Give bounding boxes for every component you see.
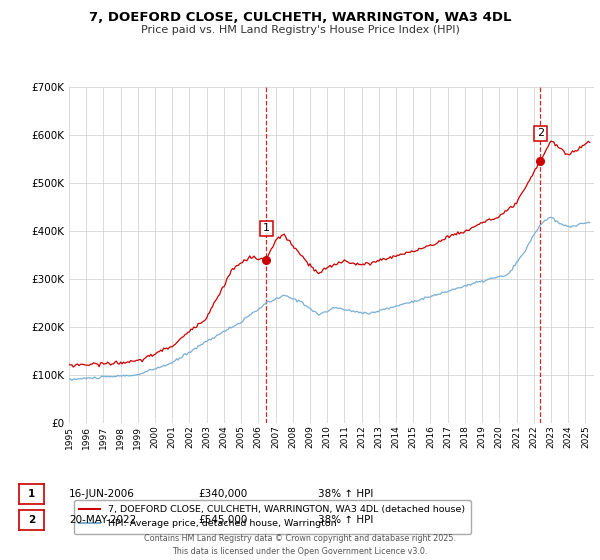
Text: £340,000: £340,000 (198, 489, 247, 499)
Text: £545,000: £545,000 (198, 515, 247, 525)
Text: Price paid vs. HM Land Registry's House Price Index (HPI): Price paid vs. HM Land Registry's House … (140, 25, 460, 35)
Text: 38% ↑ HPI: 38% ↑ HPI (318, 489, 373, 499)
Text: 2: 2 (28, 515, 35, 525)
Text: Contains HM Land Registry data © Crown copyright and database right 2025.
This d: Contains HM Land Registry data © Crown c… (144, 534, 456, 556)
Legend: 7, DOEFORD CLOSE, CULCHETH, WARRINGTON, WA3 4DL (detached house), HPI: Average p: 7, DOEFORD CLOSE, CULCHETH, WARRINGTON, … (74, 500, 470, 534)
Text: 2: 2 (536, 128, 544, 138)
Text: 38% ↑ HPI: 38% ↑ HPI (318, 515, 373, 525)
Text: 1: 1 (28, 489, 35, 499)
Text: 20-MAY-2022: 20-MAY-2022 (69, 515, 136, 525)
Text: 1: 1 (263, 223, 270, 234)
Text: 16-JUN-2006: 16-JUN-2006 (69, 489, 135, 499)
Text: 7, DOEFORD CLOSE, CULCHETH, WARRINGTON, WA3 4DL: 7, DOEFORD CLOSE, CULCHETH, WARRINGTON, … (89, 11, 511, 24)
